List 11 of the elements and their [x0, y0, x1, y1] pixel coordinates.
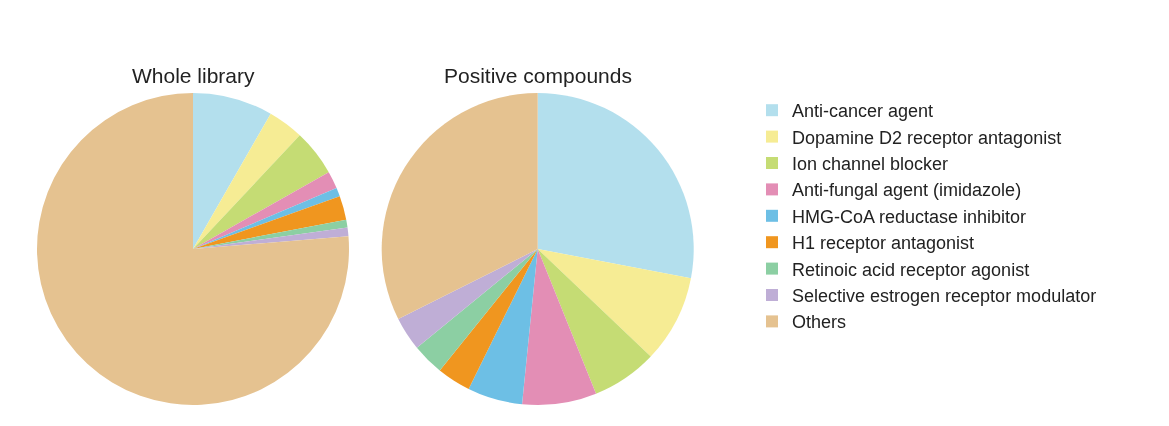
slice-label: Positive compounds — [444, 64, 632, 87]
legend-label: Ion channel blocker — [792, 154, 949, 175]
legend-label: Dopamine D2 receptor antagonist — [792, 127, 1062, 148]
legend-label: Selective estrogen receptor modulator — [792, 286, 1097, 307]
legend-label: Retinoic acid receptor agonist — [792, 259, 1030, 280]
legend-label: H1 receptor antagonist — [792, 233, 975, 254]
slice-label: Whole library — [132, 64, 256, 87]
legend-label: Others — [792, 312, 847, 333]
legend-label: Anti-cancer agent — [792, 101, 934, 122]
legend-label: HMG-CoA reductase inhibitor — [792, 206, 1027, 227]
legend-label: Anti-fungal agent (imidazole) — [792, 180, 1022, 201]
